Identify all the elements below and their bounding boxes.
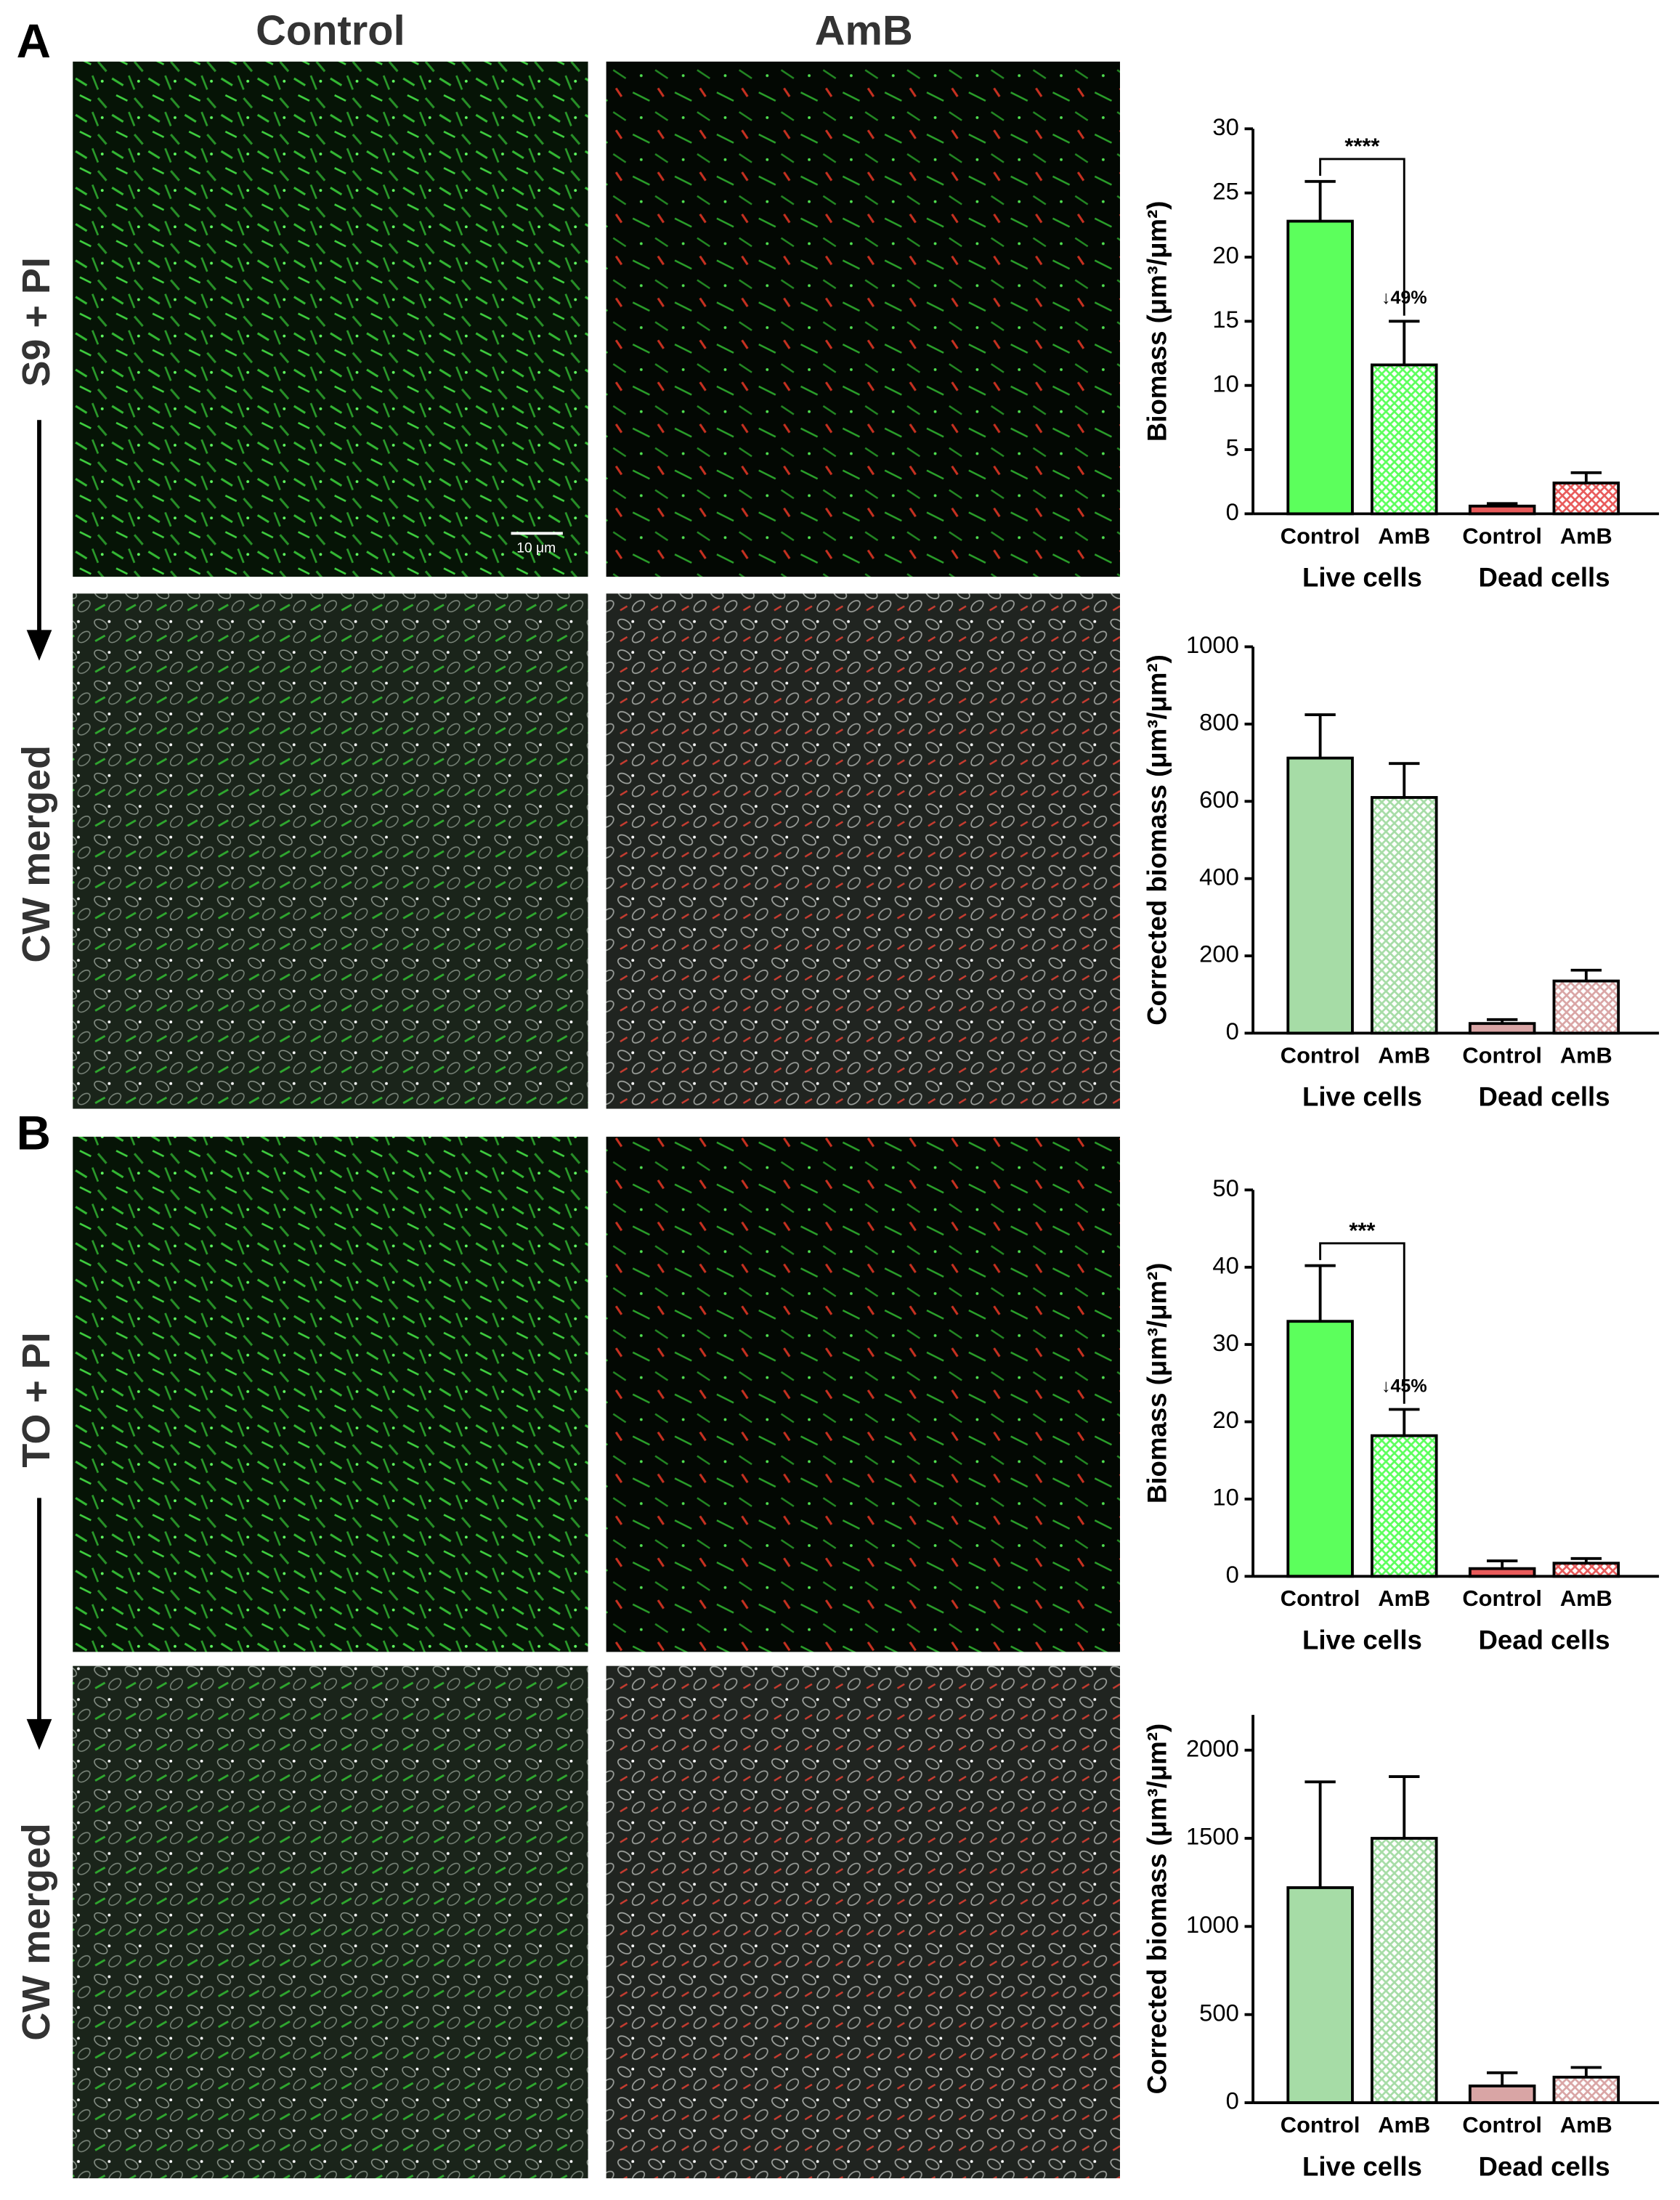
- bar-chart: 0 500 1000 1500 2000 Corrected biomass (μm³/μ…: [1143, 1715, 1660, 2181]
- bar: [1286, 1320, 1354, 1578]
- micrograph: [73, 1137, 588, 1652]
- y-tick-label: 50: [1212, 1174, 1238, 1201]
- x-tick-label: Control: [1462, 1586, 1542, 1611]
- y-tick-label: 2000: [1186, 1734, 1239, 1761]
- row-label: S9 + PI: [15, 257, 58, 386]
- group-label: Dead cells: [1478, 1625, 1610, 1655]
- micrograph: [606, 1665, 1120, 2179]
- micrograph: [73, 61, 588, 577]
- column-header: Control: [256, 8, 405, 54]
- bar: [1286, 1886, 1354, 2104]
- y-tick-label: 5: [1226, 434, 1239, 461]
- y-axis-label: Biomass (μm³/μm²): [1143, 1263, 1172, 1504]
- y-tick-label: 10: [1212, 370, 1238, 397]
- bar: [1552, 979, 1620, 1035]
- x-tick-label: Control: [1462, 523, 1542, 548]
- x-tick-label: AmB: [1560, 523, 1612, 548]
- y-tick-label: 30: [1212, 1329, 1238, 1356]
- x-tick-label: AmB: [1560, 1042, 1612, 1068]
- x-tick-label: Control: [1281, 1042, 1360, 1068]
- bar: [1552, 2075, 1620, 2104]
- group-label: Live cells: [1302, 1625, 1422, 1655]
- bar: [1552, 482, 1620, 516]
- bar: [1286, 219, 1354, 516]
- micrograph: [606, 1137, 1120, 1652]
- micrograph: [73, 593, 588, 1109]
- significance-bracket: [1319, 158, 1405, 316]
- flow-arrow: [26, 420, 52, 1750]
- bar: [1371, 363, 1438, 516]
- micrograph: [73, 1665, 588, 2179]
- bar-chart: 0 200 400 600 800 1000 Corrected biomass (μm³/…: [1143, 631, 1660, 1112]
- row-label: TO + PI: [15, 1332, 58, 1467]
- y-tick-label: 25: [1212, 177, 1238, 204]
- bar: [1371, 1837, 1438, 2104]
- group-label: Live cells: [1302, 2151, 1422, 2181]
- y-tick-label: 0: [1226, 1018, 1239, 1044]
- bar: [1552, 1562, 1620, 1578]
- y-tick-label: 10: [1212, 1484, 1238, 1511]
- y-axis-label: Biomass (μm³/μm²): [1143, 201, 1172, 442]
- bar-chart: 0 10 20 30 40 50 Biomass (μm³/μm²) Control AmB Co…: [1143, 1174, 1660, 1655]
- group-label: Live cells: [1302, 563, 1422, 593]
- x-tick-label: AmB: [1378, 1586, 1430, 1611]
- y-tick-label: 20: [1212, 1406, 1238, 1433]
- change-label: ↓49%: [1381, 288, 1427, 308]
- panel-label: B: [17, 1106, 51, 1159]
- panel-label: A: [17, 15, 51, 68]
- bar: [1468, 2085, 1536, 2104]
- x-tick-label: Control: [1281, 1586, 1360, 1611]
- y-axis-label: Corrected biomass (μm³/μm²): [1143, 1724, 1172, 2095]
- x-tick-label: AmB: [1560, 2112, 1612, 2138]
- y-tick-label: 0: [1226, 498, 1239, 525]
- group-label: Dead cells: [1478, 2151, 1610, 2181]
- row-label: CW merged: [15, 745, 58, 963]
- column-header: AmB: [815, 8, 913, 54]
- y-tick-label: 15: [1212, 306, 1238, 333]
- significance-label: ****: [1344, 134, 1379, 159]
- row-label: CW merged: [15, 1823, 58, 2041]
- group-label: Dead cells: [1478, 1082, 1610, 1112]
- significance-bracket: [1319, 1242, 1405, 1404]
- x-tick-label: AmB: [1378, 2112, 1430, 2138]
- bar: [1371, 1434, 1438, 1578]
- x-tick-label: AmB: [1378, 523, 1430, 548]
- micrographs: 10 μm: [73, 61, 1120, 2179]
- y-tick-label: 20: [1212, 242, 1238, 269]
- group-label: Dead cells: [1478, 563, 1610, 593]
- micrograph: [606, 593, 1120, 1109]
- y-tick-label: 500: [1199, 1999, 1239, 2026]
- x-tick-label: AmB: [1560, 1586, 1612, 1611]
- y-tick-label: 600: [1199, 786, 1239, 813]
- y-tick-label: 1000: [1186, 631, 1239, 658]
- y-tick-label: 0: [1226, 2087, 1239, 2114]
- change-label: ↓45%: [1381, 1376, 1427, 1396]
- y-tick-label: 800: [1199, 709, 1239, 736]
- y-tick-label: 400: [1199, 863, 1239, 890]
- bar: [1286, 756, 1354, 1035]
- bar: [1468, 1022, 1536, 1035]
- significance-label: ***: [1349, 1217, 1375, 1243]
- x-tick-label: AmB: [1378, 1042, 1430, 1068]
- group-label: Live cells: [1302, 1082, 1422, 1112]
- y-tick-label: 0: [1226, 1561, 1239, 1588]
- scale-bar-label: 10 μm: [516, 541, 556, 556]
- bar-chart: 0 5 10 15 20 25 30 Biomass (μm³/μm²) Control AmB C…: [1143, 113, 1660, 593]
- x-tick-label: Control: [1281, 2112, 1360, 2138]
- micrograph: [606, 61, 1120, 577]
- bar: [1371, 796, 1438, 1035]
- y-tick-label: 200: [1199, 941, 1239, 967]
- y-tick-label: 1000: [1186, 1911, 1239, 1938]
- x-tick-label: Control: [1462, 1042, 1542, 1068]
- y-axis-label: Corrected biomass (μm³/μm²): [1143, 654, 1172, 1026]
- x-tick-label: Control: [1462, 2112, 1542, 2138]
- y-tick-label: 1500: [1186, 1823, 1239, 1850]
- y-tick-label: 40: [1212, 1251, 1238, 1278]
- x-tick-label: Control: [1281, 523, 1360, 548]
- y-tick-label: 30: [1212, 113, 1238, 140]
